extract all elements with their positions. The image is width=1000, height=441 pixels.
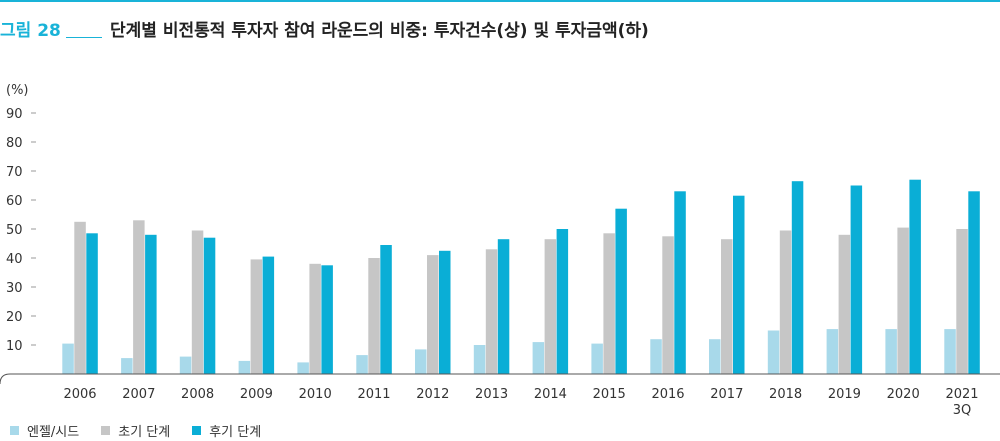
x-tick-label: 2021 3Q (945, 387, 978, 418)
bar-2010-series-1 (297, 362, 309, 374)
bar-2012-series-3 (439, 250, 451, 375)
legend-label: 초기 단계 (118, 424, 171, 440)
x-tick-label: 2007 (122, 387, 155, 402)
bar-2018-series-3 (791, 181, 804, 374)
bar-2007-series-2 (133, 220, 145, 374)
x-tick-label: 2013 (475, 387, 508, 402)
bar-2016-series-2 (662, 236, 674, 375)
bar-2012-series-1 (415, 349, 427, 374)
legend-swatch (10, 425, 19, 435)
x-tick-label: 2020 (887, 387, 920, 402)
x-tick-label: 2016 (651, 387, 684, 402)
bar-2017-series-1 (709, 339, 721, 374)
bar-2019-series-2 (838, 234, 851, 374)
bar-2019-series-1 (826, 329, 839, 374)
x-tick-label: 2008 (181, 387, 214, 402)
legend-label: 엔젤/시드 (27, 424, 80, 440)
x-tick-label: 2009 (240, 387, 273, 402)
bar-2008-series-1 (179, 356, 192, 374)
bar-2010-series-2 (309, 263, 321, 374)
bar-2011-series-3 (380, 245, 392, 374)
y-tick-label: 60 (6, 194, 23, 209)
bar-2008-series-2 (191, 230, 204, 374)
bar-2008-series-3 (203, 237, 216, 374)
figure-label-rule (66, 37, 102, 38)
legend-swatch (101, 425, 111, 435)
bar-2006-series-2 (74, 221, 86, 375)
x-tick-label: 2019 (828, 387, 861, 402)
legend-item: 엔젤/시드 (10, 421, 79, 440)
y-tick-label: 40 (6, 252, 23, 267)
y-tick-label: 20 (6, 310, 23, 325)
bar-2012-series-2 (427, 255, 439, 374)
bar-2020-series-2 (897, 227, 909, 374)
x-tick-label: 2015 (593, 387, 626, 402)
bar-2018-series-2 (779, 230, 792, 374)
legend-item: 후기 단계 (192, 421, 261, 440)
legend-swatch (192, 425, 202, 435)
bar-2007-series-1 (121, 358, 133, 374)
bar-2021-series-3 (968, 191, 980, 374)
x-tick-label: 2017 (710, 387, 743, 402)
bar-2009-series-1 (238, 360, 251, 374)
figure-title: 단계별 비전통적 투자자 참여 라운드의 비중: 투자건수(상) 및 투자금액(… (110, 21, 649, 41)
y-axis-label: (%) (6, 83, 29, 98)
bar-2021-series-2 (956, 229, 968, 374)
legend-label: 후기 단계 (209, 424, 262, 440)
legend: 엔젤/시드 초기 단계 후기 단계 (10, 420, 283, 440)
bar-2007-series-3 (145, 234, 157, 374)
y-tick-label: 50 (6, 223, 23, 238)
bar-2006-series-3 (86, 233, 98, 374)
y-tick-label: 30 (6, 281, 23, 296)
legend-item: 초기 단계 (101, 421, 170, 440)
x-tick-label: 2014 (534, 387, 567, 402)
bar-2014-series-3 (556, 229, 569, 374)
y-axis: 10 20 30 40 50 60 70 80 90 (6, 107, 36, 354)
bar-2010-series-3 (321, 265, 333, 375)
bar-2015-series-2 (603, 233, 615, 374)
bar-2017-series-2 (721, 239, 733, 374)
bar-2016-series-3 (674, 191, 686, 374)
bar-2015-series-1 (591, 343, 603, 374)
x-tick-label: 2012 (416, 387, 449, 402)
top-accent-rule (0, 0, 1000, 2)
x-tick-label: 2006 (63, 387, 96, 402)
x-axis: 2006 2007 2008 2009 2010 2011 2012 2013 2014 2015… (0, 373, 1000, 418)
x-tick-label: 2018 (769, 387, 802, 402)
bar-2018-series-1 (767, 330, 780, 374)
y-tick-label: 90 (6, 107, 23, 122)
y-tick-label: 80 (6, 136, 23, 151)
x-tick-label: 2011 (357, 387, 390, 402)
y-tick-label: 10 (6, 339, 23, 354)
bar-2017-series-3 (733, 195, 745, 374)
bar-2020-series-1 (885, 329, 897, 374)
bar-2013-series-3 (497, 239, 510, 374)
bar-2015-series-3 (615, 208, 627, 374)
bar-2009-series-2 (250, 259, 263, 374)
bar-2006-series-1 (62, 343, 74, 374)
bar-2011-series-2 (368, 258, 380, 374)
bar-2021-series-1 (944, 329, 956, 374)
bar-2013-series-1 (473, 345, 486, 374)
bar-2020-series-3 (909, 179, 921, 374)
bar-2014-series-2 (544, 239, 557, 374)
bar-2016-series-1 (650, 339, 662, 374)
x-axis-line (0, 373, 1000, 385)
figure-header: 그림 28 단계별 비전통적 투자자 참여 라운드의 비중: 투자건수(상) 및… (0, 16, 1000, 46)
bars (62, 179, 980, 375)
y-tick-label: 70 (6, 165, 23, 180)
bar-2019-series-3 (850, 185, 863, 374)
bar-2013-series-2 (485, 249, 498, 374)
bar-2011-series-1 (356, 355, 368, 374)
figure-label: 그림 28 (0, 21, 61, 41)
bar-2014-series-1 (532, 342, 545, 374)
bar-2009-series-3 (262, 256, 275, 374)
x-tick-label: 2010 (299, 387, 332, 402)
